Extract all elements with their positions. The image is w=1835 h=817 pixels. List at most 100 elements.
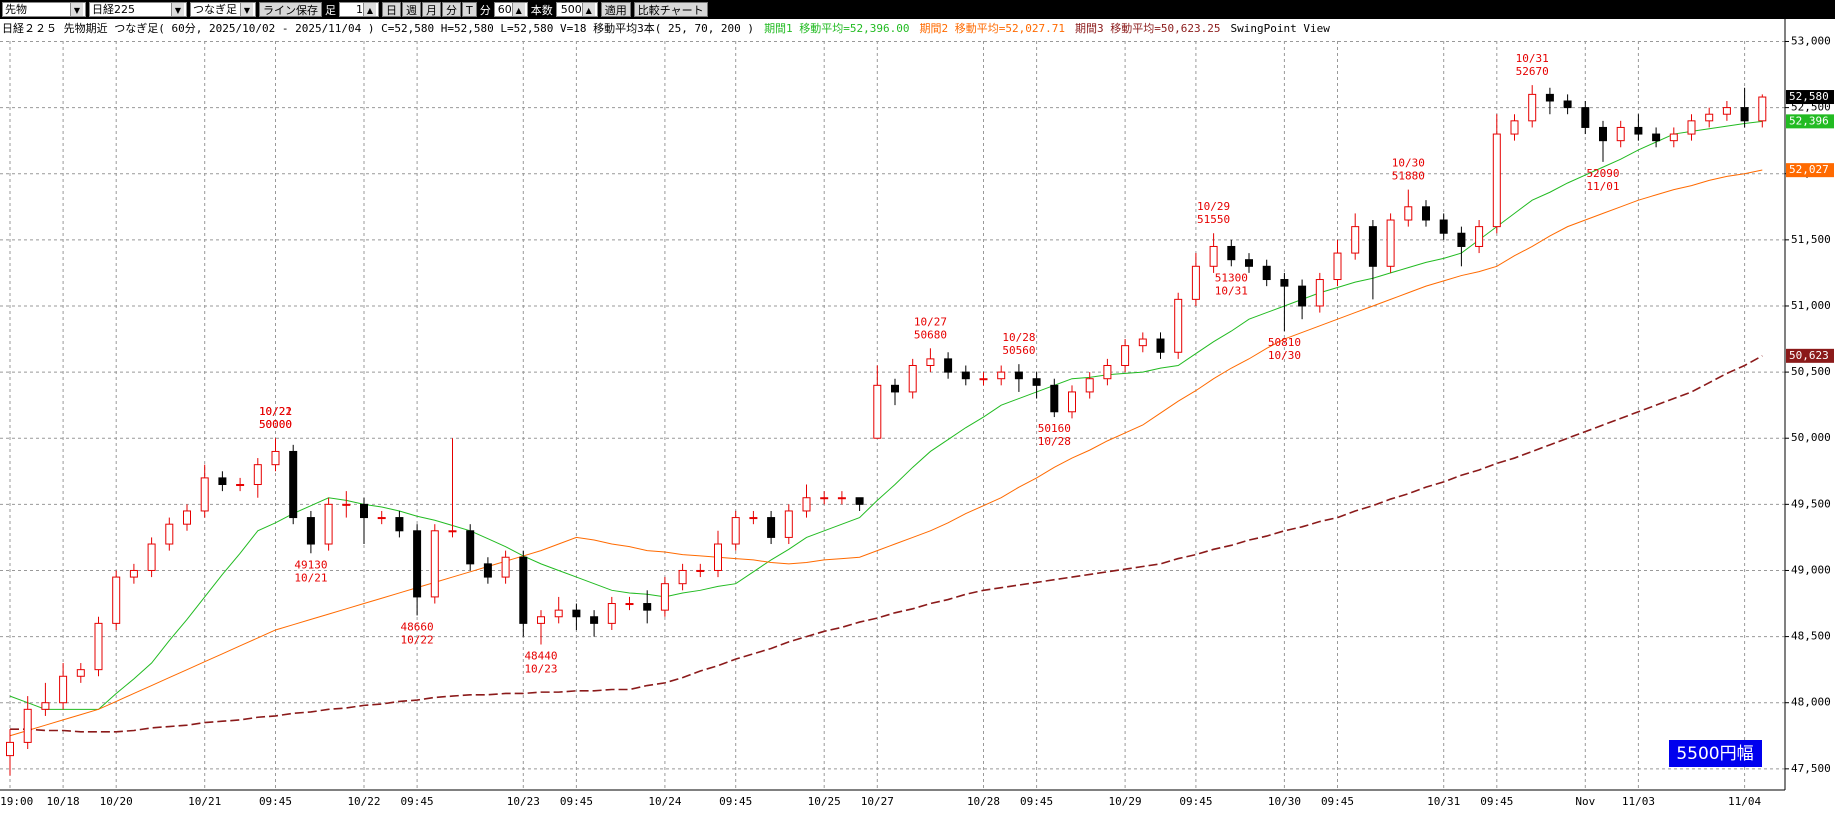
price-tag-label: 52,396 — [1789, 114, 1829, 127]
price-tag-label: 52,580 — [1789, 90, 1829, 103]
swing-date: 10/22 — [401, 633, 434, 646]
market: 先物 — [5, 3, 27, 16]
candle-body — [1599, 126, 1607, 142]
x-tick-label: 10/31 — [1427, 795, 1460, 808]
x-tick-label: 10/22 — [347, 795, 380, 808]
candle-body — [1121, 345, 1130, 366]
x-tick-label: 10/24 — [648, 795, 681, 808]
candle-body — [413, 530, 422, 598]
view-label: SwingPoint View — [1231, 22, 1331, 35]
period-button[interactable]: 週 — [402, 2, 421, 17]
legend-entry: 期間3 移動平均=50,623.25 — [1075, 21, 1220, 35]
swing-date: 10/30 — [1392, 157, 1425, 170]
y-tick-label: 48,500 — [1791, 630, 1831, 643]
apply-button[interactable]: 適用 — [600, 2, 631, 17]
candle-body — [625, 603, 634, 606]
y-tick-label: 49,000 — [1791, 563, 1831, 576]
swing-price: 48440 — [524, 650, 557, 663]
period-button[interactable]: 分 — [442, 2, 461, 17]
swing-price: 50160 — [1038, 422, 1071, 435]
candle-body — [466, 530, 475, 565]
legend-entry: 期間2 移動平均=52,027.71 — [920, 21, 1065, 35]
interval-field[interactable]: 60 ▲ — [493, 2, 528, 17]
candle-body — [1280, 279, 1289, 287]
candle-body — [448, 530, 457, 533]
candle-body — [1687, 120, 1696, 135]
swing-date: 10/28 — [1002, 331, 1035, 344]
candle-body — [1262, 265, 1271, 281]
count-field[interactable]: 500 ▲ — [555, 2, 598, 17]
candle-body — [1068, 391, 1076, 413]
candle-body — [1191, 265, 1200, 300]
candle-body — [1138, 338, 1147, 347]
candle-body — [873, 384, 882, 439]
candle-body — [944, 358, 953, 373]
save-button[interactable]: ライン保存 — [259, 2, 322, 17]
price-tag — [1786, 114, 1834, 129]
candle-body — [1652, 133, 1661, 142]
swing-price: 50810 — [1268, 336, 1301, 349]
bar-field[interactable]: 1 ▲ — [339, 2, 379, 17]
swing-date: 10/23 — [524, 663, 557, 676]
swing-price: 49130 — [294, 558, 327, 571]
kind-select[interactable]: つなぎ足 ▼ — [190, 2, 256, 17]
candle-body — [590, 616, 599, 624]
candle-body — [767, 517, 776, 538]
symbol-select[interactable]: 日経225 ▼ — [89, 2, 187, 17]
period-button[interactable]: 月 — [422, 2, 441, 17]
candle-body — [236, 484, 245, 487]
candle-body — [1740, 107, 1749, 122]
swing-date: 10/29 — [1197, 200, 1230, 213]
candle-body — [324, 503, 333, 545]
count: 500 — [560, 3, 582, 16]
market-select[interactable]: 先物 ▼ — [2, 2, 86, 17]
candle-body — [1669, 133, 1678, 142]
swing-date: 10/31 — [1516, 52, 1549, 65]
candle-body — [678, 569, 687, 585]
period-button[interactable]: 日 — [382, 2, 401, 17]
candle-body — [1368, 226, 1377, 267]
swing-price: 50000 — [259, 418, 292, 431]
price-tag-label: 52,027 — [1789, 163, 1829, 176]
candle-body — [1209, 245, 1218, 267]
header-info: 日経２２５ 先物期近 つなぎ足( 60分, 2025/10/02 - 2025/… — [2, 21, 754, 35]
candle-body — [430, 530, 439, 598]
legend-entry: 期間1 移動平均=52,396.00 — [764, 21, 909, 35]
chart: 日経２２５ 先物期近 つなぎ足( 60分, 2025/10/02 - 2025/… — [0, 19, 1834, 808]
candle-body — [1616, 126, 1625, 142]
price-tag — [1786, 163, 1834, 178]
moving-average — [9, 120, 1763, 710]
candle-body — [1422, 206, 1430, 221]
candle-body — [1475, 226, 1484, 247]
y-tick-label: 49,500 — [1791, 497, 1831, 510]
candle-body — [1085, 378, 1094, 393]
price-tag — [1786, 90, 1834, 105]
candle-body — [94, 622, 103, 671]
y-tick-label: 53,000 — [1791, 34, 1831, 47]
candle-body — [41, 702, 50, 710]
candle-body — [891, 384, 899, 393]
candle-body — [1014, 371, 1023, 380]
candle-body — [1103, 364, 1112, 380]
compare-button[interactable]: 比較チャート — [633, 2, 708, 17]
swing-price: 51880 — [1392, 170, 1425, 183]
swing-price: 50680 — [914, 328, 947, 341]
candle-body — [572, 609, 581, 618]
bar-value: 1 — [356, 3, 363, 16]
period-button[interactable]: T — [462, 2, 477, 17]
candle-body — [377, 517, 386, 520]
price-tag — [1786, 348, 1834, 363]
swing-date: 10/30 — [1268, 349, 1301, 362]
x-tick-label: 10/29 — [1109, 795, 1142, 808]
range-badge-box — [1669, 740, 1762, 767]
candle-body — [1492, 133, 1501, 228]
candle-body — [1386, 219, 1395, 267]
candle-body — [1634, 126, 1643, 135]
swing-date: 10/22 — [259, 405, 292, 418]
x-tick-label: 09:45 — [1020, 795, 1053, 808]
candle-body — [554, 609, 563, 618]
x-tick-label: 09:45 — [719, 795, 752, 808]
candle-body — [643, 603, 652, 611]
